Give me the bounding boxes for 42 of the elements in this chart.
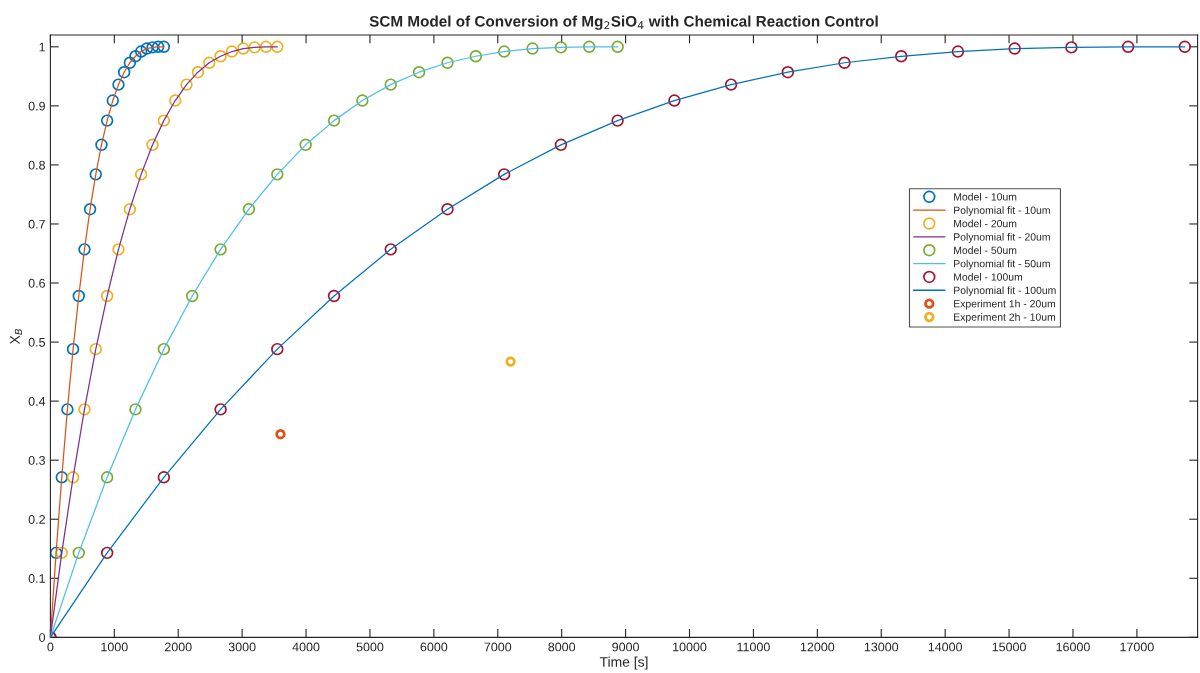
- x-tick-label: 5000: [356, 642, 384, 652]
- y-tick-label: 0.3: [28, 455, 45, 465]
- x-tick-label: 11000: [737, 642, 770, 652]
- x-tick-label: 9000: [612, 642, 640, 652]
- x-tick-label: 12000: [800, 642, 835, 652]
- x-tick-label: 2000: [164, 642, 192, 652]
- x-tick-label: 16000: [1056, 642, 1090, 652]
- legend-label: Model - 50um: [954, 246, 1017, 254]
- y-tick-label: 0.4: [28, 396, 46, 406]
- x-tick-label: 7000: [484, 642, 512, 652]
- y-tick-label: 0.9: [28, 101, 45, 111]
- y-tick-label: 0.2: [28, 515, 45, 524]
- legend-label: Polynomial fit - 50um: [954, 259, 1050, 270]
- x-tick-label: 17000: [1120, 642, 1154, 652]
- x-tick-label: 8000: [548, 642, 576, 652]
- y-axis-title: X$_{B}$: [10, 328, 22, 345]
- y-tick-label: 0.8: [28, 160, 45, 170]
- legend-label: Model - 10um: [954, 192, 1017, 201]
- legend-label: Polynomial fit - 20um: [954, 232, 1050, 243]
- legend-label: Model - 20um: [954, 219, 1017, 228]
- x-tick-label: 1000: [101, 642, 128, 652]
- y-tick-label: 0.5: [28, 337, 46, 347]
- x-tick-label: 0: [47, 642, 54, 652]
- legend-label: Polynomial fit - 100um: [954, 286, 1056, 297]
- legend-label: Model - 100um: [954, 273, 1023, 281]
- x-tick-label: 14000: [928, 642, 963, 652]
- legend-label: Polynomial fit - 10um: [954, 206, 1050, 216]
- y-tick-label: 1: [39, 42, 45, 52]
- x-tick-label: 15000: [992, 642, 1026, 652]
- chart-title: SCM Model of Conversion of Mg$_{2}$SiO$_{4}$ with Chemical Reaction Control: [369, 15, 878, 30]
- x-tick-label: 3000: [228, 642, 256, 652]
- x-tick-label: 4000: [292, 642, 320, 652]
- y-tick-label: 0.6: [28, 278, 45, 288]
- y-tick-label: 0.1: [28, 574, 45, 583]
- x-tick-label: 10000: [673, 642, 707, 652]
- y-tick-label: 0.7: [28, 219, 45, 229]
- x-tick-label: 13000: [864, 642, 899, 652]
- x-tick-label: 6000: [420, 642, 448, 652]
- y-tick-label: 0: [39, 633, 46, 642]
- legend-label: Experiment 2h - 10um: [954, 313, 1056, 323]
- legend-label: Experiment 1h - 20um: [954, 299, 1056, 310]
- x-axis-title: Time [s]: [599, 656, 648, 670]
